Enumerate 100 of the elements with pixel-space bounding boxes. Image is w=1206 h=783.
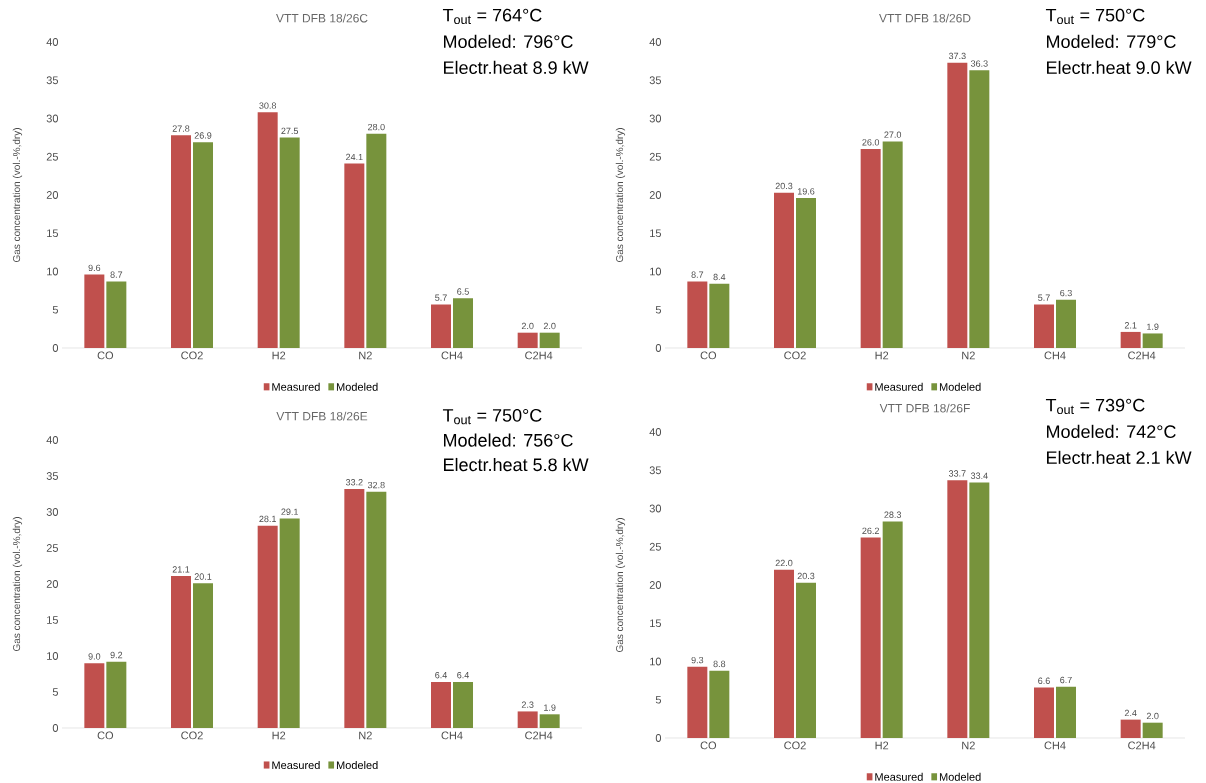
annotation: Electr.heat 9.0 kW xyxy=(1047,60,1192,75)
x-tick-label: H2 xyxy=(875,351,889,360)
bar xyxy=(860,149,881,348)
x-tick-label: C2H4 xyxy=(1128,351,1156,360)
legend-label: Measured xyxy=(272,760,320,770)
bar xyxy=(969,70,990,348)
y-tick-label: 30 xyxy=(649,114,662,123)
y-tick-label: 35 xyxy=(649,466,661,475)
legend-label: Modeled xyxy=(939,772,981,781)
text: T$_{out}$ = 750°C xyxy=(442,408,542,425)
y-tick-label: 15 xyxy=(650,229,661,238)
y-tick-label: 15 xyxy=(47,616,58,624)
bar xyxy=(431,681,452,728)
x-tick-label: H2 xyxy=(272,351,286,360)
y-axis-title: Gas concentration (vol.-%,dry) xyxy=(12,128,23,263)
data-label: 21.1 xyxy=(172,566,190,573)
data-label: 26.2 xyxy=(862,527,879,535)
y-tick-label: 5 xyxy=(655,695,661,704)
data-label: 33.7 xyxy=(948,470,966,477)
bar xyxy=(1120,719,1141,738)
bar xyxy=(774,569,795,738)
annotation: Modeled: 742°C xyxy=(1047,424,1176,439)
bar xyxy=(947,62,968,348)
data-label: 24.1 xyxy=(346,153,363,161)
bar xyxy=(84,274,105,348)
x-tick-label: C2H4 xyxy=(525,351,553,360)
bar xyxy=(947,480,968,738)
y-tick-label: 40 xyxy=(649,428,662,436)
bar xyxy=(709,670,730,738)
chart-title: VTT DFB 18/26E xyxy=(276,411,368,421)
y-tick-label: 0 xyxy=(655,344,662,352)
legend-label: Modeled xyxy=(939,382,981,391)
data-label: 6.5 xyxy=(457,288,469,295)
y-tick-label: 10 xyxy=(47,267,59,276)
bar xyxy=(517,711,538,728)
bar xyxy=(539,332,560,348)
bar xyxy=(1056,299,1076,348)
data-label: 2.1 xyxy=(1124,322,1137,329)
chart-title: VTT DFB 18/26D xyxy=(879,13,971,23)
bar xyxy=(860,537,881,738)
y-tick-label: 5 xyxy=(655,305,661,314)
bar xyxy=(539,714,560,728)
bar xyxy=(1034,687,1054,738)
data-label: 2.0 xyxy=(1146,712,1159,720)
bar xyxy=(193,583,214,728)
annotation: Electr.heat 8.9 kW xyxy=(444,60,589,75)
y-tick-label: 30 xyxy=(649,504,662,513)
data-label: 19.6 xyxy=(797,188,815,195)
data-label: 8.8 xyxy=(713,660,726,668)
bar xyxy=(517,332,538,348)
x-tick-label: CH4 xyxy=(1044,741,1066,750)
chart-title: VTT DFB 18/26F xyxy=(879,403,970,413)
bar xyxy=(882,141,903,348)
data-label: 6.7 xyxy=(1060,676,1072,684)
y-tick-label: 25 xyxy=(649,152,661,161)
y-tick-label: 5 xyxy=(52,688,59,696)
x-tick-label: C2H4 xyxy=(525,731,553,740)
text: T$_{out}$ = 739°C xyxy=(1045,398,1145,415)
x-tick-label: CO2 xyxy=(784,351,806,360)
y-tick-label: 25 xyxy=(46,544,58,552)
data-label: 5.7 xyxy=(435,294,447,301)
data-label: 8.7 xyxy=(691,271,704,278)
bar xyxy=(193,142,214,348)
data-label: 20.3 xyxy=(797,572,815,580)
legend-label: Measured xyxy=(272,382,320,391)
y-tick-label: 10 xyxy=(47,652,59,660)
annotation: Electr.heat 5.8 kW xyxy=(444,457,589,472)
y-tick-label: 20 xyxy=(46,580,59,588)
x-tick-label: N2 xyxy=(962,351,975,360)
data-label: 1.9 xyxy=(1147,323,1159,330)
data-label: 20.3 xyxy=(775,182,793,190)
y-axis-title: Gas concentration (vol.-%,dry) xyxy=(615,128,626,263)
y-tick-label: 40 xyxy=(46,436,59,444)
data-label: 28.0 xyxy=(368,123,385,131)
data-label: 30.8 xyxy=(259,102,277,109)
y-tick-label: 20 xyxy=(649,191,662,199)
annotation: Modeled: 796°C xyxy=(444,34,573,49)
x-tick-label: CO2 xyxy=(181,351,203,360)
bar xyxy=(257,112,278,348)
x-tick-label: CO xyxy=(97,731,114,740)
data-label: 2.0 xyxy=(543,322,556,330)
x-tick-label: CO xyxy=(700,741,717,750)
x-tick-label: CO2 xyxy=(784,741,806,750)
y-axis-title: Gas concentration (vol.-%,dry) xyxy=(615,518,626,653)
bar xyxy=(709,283,730,348)
x-tick-label: N2 xyxy=(359,351,372,360)
bar xyxy=(106,661,127,728)
bar xyxy=(366,133,387,348)
bar xyxy=(344,163,365,348)
y-tick-label: 10 xyxy=(650,657,662,666)
data-label: 2.0 xyxy=(521,322,534,330)
x-tick-label: CH4 xyxy=(441,351,463,360)
data-label: 37.3 xyxy=(948,52,966,60)
bar xyxy=(969,482,990,738)
data-label: 29.1 xyxy=(281,508,298,515)
data-label: 1.9 xyxy=(544,704,556,711)
y-tick-label: 10 xyxy=(650,267,662,276)
data-label: 8.4 xyxy=(713,273,726,281)
legend-label: Measured xyxy=(875,772,923,781)
data-label: 6.4 xyxy=(457,672,469,679)
